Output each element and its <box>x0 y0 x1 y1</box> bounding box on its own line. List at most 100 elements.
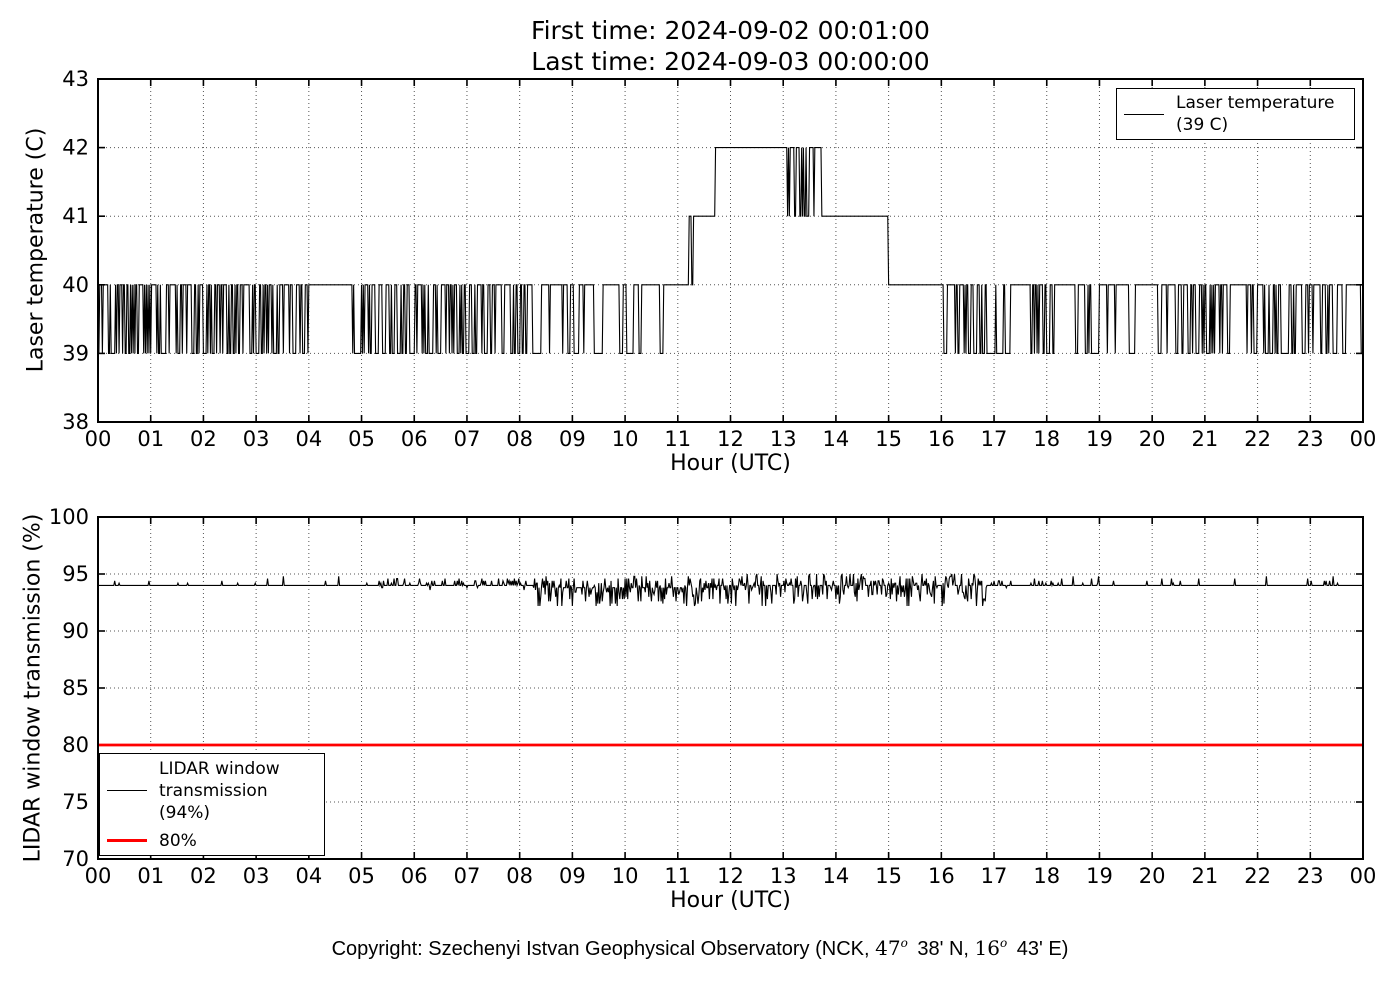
y-tick-label: 41 <box>62 204 89 228</box>
y-tick-label: 95 <box>62 562 89 586</box>
x-tick-label: 13 <box>770 864 797 888</box>
y-axis-label-lidar-transmission: LIDAR window transmission (%) <box>20 513 46 863</box>
legend-entry-transmission: LIDAR window transmission (94%) <box>107 758 324 824</box>
x-tick-label: 22 <box>1244 427 1271 451</box>
x-tick-label: 11 <box>664 864 691 888</box>
x-axis-label-bottom: Hour (UTC) <box>670 888 791 913</box>
y-axis-label-laser-temperature: Laser temperature (C) <box>23 127 49 373</box>
degree-symbol: o <box>1000 936 1008 951</box>
legend-entry-80-percent: 80% <box>107 830 324 852</box>
x-tick-label: 09 <box>559 427 586 451</box>
x-tick-label: 02 <box>190 864 217 888</box>
black-line-swatch <box>1124 113 1164 115</box>
x-tick-label: 10 <box>612 864 639 888</box>
x-tick-label: 12 <box>717 864 744 888</box>
longitude-minutes: 43' E) <box>1011 938 1069 960</box>
x-tick-label: 01 <box>137 864 164 888</box>
x-tick-label: 10 <box>612 427 639 451</box>
black-line-swatch <box>107 790 147 791</box>
chart-title: First time: 2024-09-02 00:01:00 Last tim… <box>98 15 1363 77</box>
x-tick-label: 03 <box>243 427 270 451</box>
x-tick-label: 07 <box>454 864 481 888</box>
x-tick-label: 20 <box>1139 864 1166 888</box>
x-tick-label: 00 <box>1350 427 1377 451</box>
longitude-degrees: 16 <box>974 936 1000 960</box>
legend-line-sample <box>1124 113 1176 115</box>
legend-label-line2: transmission <box>159 780 268 801</box>
x-tick-label: 02 <box>190 427 217 451</box>
x-tick-label: 20 <box>1139 427 1166 451</box>
x-tick-label: 08 <box>506 427 533 451</box>
lidar-transmission-chart: 00 01 02 03 04 05 06 07 08 09 10 11 12 13 14 15 16 17 18 19… <box>49 505 1377 888</box>
x-tick-label: 14 <box>823 864 850 888</box>
y-tick-label: 80 <box>62 733 89 757</box>
laser-temperature-chart: 00 01 02 03 04 05 06 07 08 09 10 11 12 13 14 15 16 17 18 19… <box>62 67 1377 451</box>
legend-label: LIDAR window transmission (94%) <box>159 758 280 824</box>
legend-label-line2: (39 C) <box>1176 115 1229 135</box>
legend-label-80: 80% <box>159 830 197 851</box>
y-tick-label: 39 <box>62 341 89 365</box>
x-tick-label: 00 <box>85 427 112 451</box>
legend-laser-temperature: Laser temperature (39 C) <box>1116 88 1355 140</box>
legend-label-line1: LIDAR window <box>159 758 280 779</box>
y-tick-label: 43 <box>62 67 89 91</box>
x-tick-label: 19 <box>1086 427 1113 451</box>
x-tick-label: 15 <box>875 427 902 451</box>
y-tick-label: 100 <box>49 505 89 529</box>
x-tick-label: 14 <box>823 427 850 451</box>
x-tick-label: 11 <box>664 427 691 451</box>
x-tick-label: 01 <box>137 427 164 451</box>
legend-label-line3: (94%) <box>159 802 211 823</box>
x-tick-label: 12 <box>717 427 744 451</box>
x-tick-label: 23 <box>1297 864 1324 888</box>
y-tick-label: 75 <box>62 790 89 814</box>
x-tick-label: 06 <box>401 427 428 451</box>
y-tick-label: 85 <box>62 676 89 700</box>
title-last-time: Last time: 2024-09-03 00:00:00 <box>531 47 930 76</box>
x-tick-label: 18 <box>1033 864 1060 888</box>
legend-lidar-transmission: LIDAR window transmission (94%) 80% <box>99 753 325 856</box>
plot-frame <box>97 78 1364 423</box>
degree-symbol: o <box>900 936 908 951</box>
x-tick-label: 16 <box>928 427 955 451</box>
legend-label-line1: Laser temperature <box>1176 93 1335 113</box>
transmission-series <box>98 573 1363 607</box>
x-tick-label: 09 <box>559 864 586 888</box>
x-tick-label: 00 <box>85 864 112 888</box>
x-tick-label: 06 <box>401 864 428 888</box>
y-tick-label: 70 <box>62 847 89 871</box>
red-line-swatch <box>107 839 147 842</box>
x-tick-label: 05 <box>348 427 375 451</box>
x-tick-label: 04 <box>295 427 322 451</box>
title-first-time: First time: 2024-09-02 00:01:00 <box>531 16 930 45</box>
plot-frame <box>97 516 1364 860</box>
latitude-minutes: 38' N, <box>911 938 975 960</box>
y-tick-label: 90 <box>62 619 89 643</box>
x-tick-label: 17 <box>981 427 1008 451</box>
x-tick-label: 03 <box>243 864 270 888</box>
x-tick-label: 05 <box>348 864 375 888</box>
legend-red-line-sample <box>107 839 159 842</box>
x-tick-label: 19 <box>1086 864 1113 888</box>
x-tick-label: 07 <box>454 427 481 451</box>
copyright-text: Copyright: Szechenyi Istvan Geophysical … <box>331 938 876 960</box>
legend-label: 80% <box>159 830 197 852</box>
laser-temperature-series <box>98 147 1363 354</box>
x-tick-label: 21 <box>1192 427 1219 451</box>
legend-line-sample <box>107 790 159 791</box>
x-tick-label: 22 <box>1244 864 1271 888</box>
latitude-degrees: 47 <box>875 936 901 960</box>
legend-label: Laser temperature (39 C) <box>1176 92 1334 136</box>
x-tick-label: 04 <box>295 864 322 888</box>
x-tick-label: 08 <box>506 864 533 888</box>
x-tick-label: 00 <box>1350 864 1377 888</box>
x-tick-label: 15 <box>875 864 902 888</box>
copyright-line: Copyright: Szechenyi Istvan Geophysical … <box>0 936 1400 961</box>
x-tick-label: 16 <box>928 864 955 888</box>
x-tick-label: 13 <box>770 427 797 451</box>
y-tick-label: 42 <box>62 136 89 160</box>
x-tick-label: 17 <box>981 864 1008 888</box>
y-tick-label: 40 <box>62 273 89 297</box>
y-tick-label: 38 <box>62 410 89 434</box>
